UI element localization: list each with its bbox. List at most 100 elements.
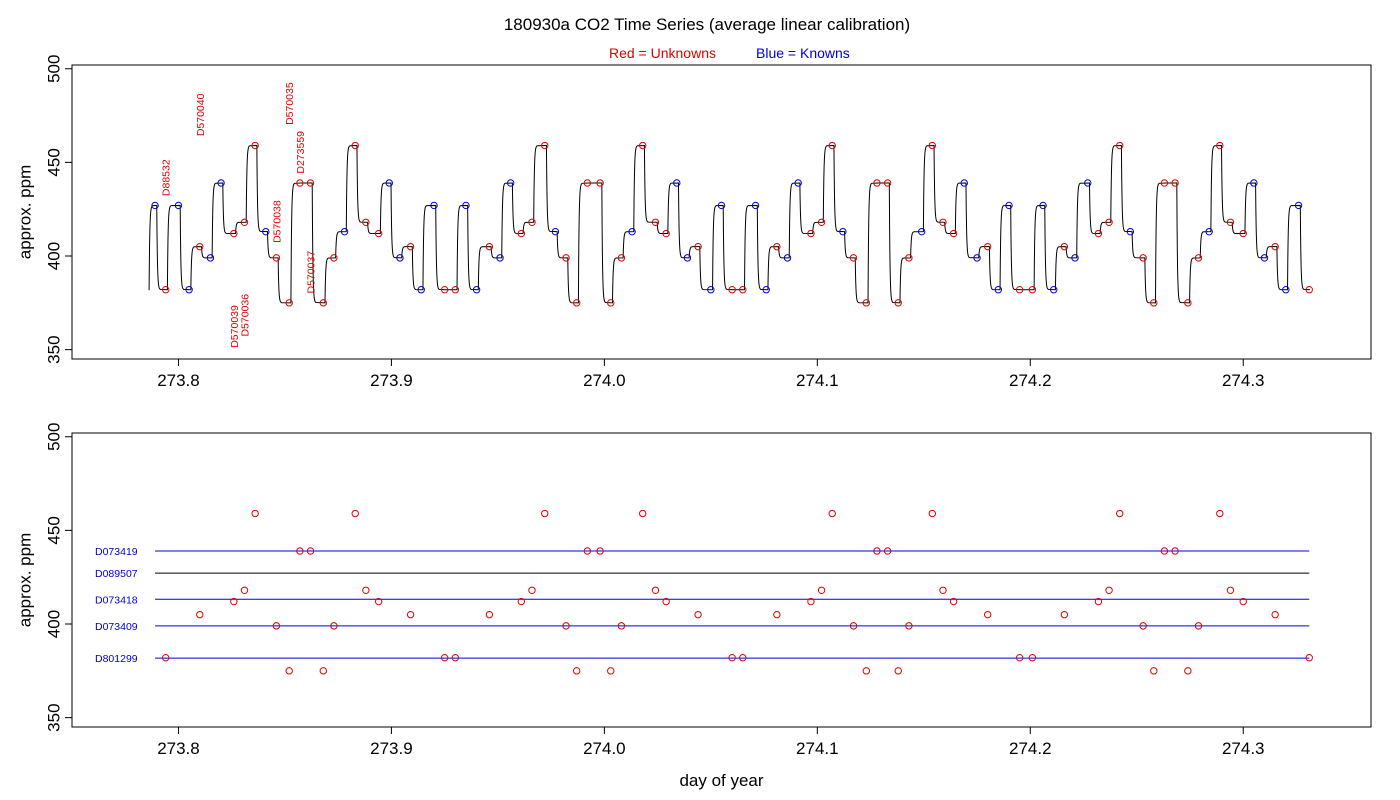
y-axis-label: approx. ppm xyxy=(16,165,35,260)
unknown-sample-point xyxy=(240,218,249,226)
y-tick-label: 400 xyxy=(45,610,64,638)
y-tick-label: 350 xyxy=(45,335,64,363)
known-sample-point xyxy=(206,254,215,262)
known-sample-point xyxy=(1282,286,1290,294)
known-sample-point xyxy=(717,201,726,210)
unknown-sample-point xyxy=(1239,597,1247,606)
y-axis-label: approx. ppm xyxy=(16,533,35,628)
unknown-sample-point xyxy=(651,218,660,226)
unknown-sample-point xyxy=(161,654,170,662)
unknown-sample-point xyxy=(319,299,327,307)
unknown-sample-point xyxy=(1150,667,1158,675)
known-sample-point xyxy=(262,227,270,236)
co2-trace-line xyxy=(148,145,1311,304)
unknown-sample-point xyxy=(1226,586,1235,594)
x-tick-label: 273.8 xyxy=(157,739,200,758)
unknown-sample-point xyxy=(374,229,383,238)
x-tick-label: 274.1 xyxy=(796,739,839,758)
unknown-sample-point xyxy=(873,547,881,555)
unknown-sample-point xyxy=(1028,654,1037,662)
unknown-sample-point xyxy=(485,610,494,619)
known-sample-point xyxy=(430,201,438,210)
unknown-sample-point xyxy=(1094,597,1103,606)
unknown-sample-point xyxy=(662,229,670,238)
unknown-sample-point xyxy=(528,218,536,226)
reference-line-label: D073418 xyxy=(95,594,138,606)
unknown-sample-point xyxy=(1184,299,1192,307)
known-sample-point xyxy=(217,179,225,187)
known-sample-point xyxy=(472,286,481,294)
unknown-sample-point xyxy=(362,218,370,226)
y-tick-label: 450 xyxy=(45,516,64,544)
unknown-sample-point xyxy=(285,667,293,675)
unknown-sample-point xyxy=(1216,509,1224,518)
sample-id-annotation: D570039 xyxy=(229,305,241,348)
known-sample-point xyxy=(628,227,636,236)
unknown-sample-point xyxy=(939,218,947,226)
unknown-sample-point xyxy=(351,509,359,518)
unknown-sample-point xyxy=(296,179,304,187)
unknown-sample-point xyxy=(773,242,781,251)
known-sample-point xyxy=(994,286,1003,294)
top-panel: 273.8 273.9 274.0 274.1 274.2 274.3 350 400 450 5… xyxy=(16,55,1372,390)
known-sample-point xyxy=(1039,201,1047,210)
known-sample-point xyxy=(385,179,393,187)
y-tick-label: 400 xyxy=(45,242,64,270)
unknown-sample-point xyxy=(905,622,913,630)
known-sample-point xyxy=(506,179,515,187)
unknown-sample-point xyxy=(1184,667,1192,675)
known-sample-point xyxy=(1250,179,1258,187)
unknown-sample-point xyxy=(1239,229,1247,238)
unknown-sample-point xyxy=(362,586,370,594)
unknown-sample-point xyxy=(1226,218,1235,226)
unknown-sample-point xyxy=(1060,242,1069,251)
unknown-sample-point xyxy=(306,179,315,187)
unknown-sample-point xyxy=(639,509,647,518)
unknown-sample-point xyxy=(617,622,626,630)
sample-id-annotation: D88532 xyxy=(161,159,173,196)
unknown-sample-point xyxy=(517,229,526,238)
unknown-sample-point xyxy=(1116,509,1124,518)
unknown-sample-point xyxy=(272,622,281,630)
unknown-sample-point xyxy=(374,597,383,606)
unknown-sample-point xyxy=(894,299,902,307)
unknown-sample-point xyxy=(451,286,460,294)
x-tick-label: 273.8 xyxy=(157,371,200,390)
unknown-sample-point xyxy=(639,141,647,150)
unknown-sample-point xyxy=(572,299,581,307)
unknown-sample-point xyxy=(1094,229,1103,238)
unknown-sample-point xyxy=(1105,586,1113,594)
reference-line-label: D801299 xyxy=(95,653,138,665)
unknown-sample-point xyxy=(541,141,549,150)
known-sample-point xyxy=(417,286,425,294)
chart-title: 180930a CO2 Time Series (average linear … xyxy=(504,15,910,34)
known-sample-point xyxy=(185,286,193,294)
unknown-sample-point xyxy=(440,286,449,294)
bottom-panel: 273.8 273.9 274.0 274.1 274.2 274.3 350 400 450 5… xyxy=(16,423,1372,790)
unknown-sample-point xyxy=(1139,622,1147,630)
sample-id-annotation: D570038 xyxy=(271,200,283,243)
unknown-sample-point xyxy=(828,509,836,518)
unknown-sample-point xyxy=(817,586,826,594)
unknown-sample-point xyxy=(1271,610,1279,619)
unknown-sample-point xyxy=(1160,179,1169,187)
x-tick-label: 273.9 xyxy=(370,371,413,390)
unknown-sample-point xyxy=(949,597,958,606)
unknown-sample-point xyxy=(849,622,858,630)
legend-unknowns: Red = Unknowns xyxy=(609,45,716,61)
unknown-sample-point xyxy=(161,286,170,294)
unknown-sample-point xyxy=(849,254,858,262)
known-sample-point xyxy=(174,201,183,210)
known-sample-point xyxy=(1260,254,1269,262)
unknown-sample-point xyxy=(272,254,281,262)
unknown-sample-point xyxy=(607,299,615,307)
known-sample-point xyxy=(396,254,404,262)
legend-knowns: Blue = Knowns xyxy=(756,45,850,61)
known-sample-point xyxy=(751,201,760,210)
unknown-sample-point xyxy=(517,597,526,606)
known-sample-point xyxy=(1084,179,1092,187)
unknown-sample-point xyxy=(1060,610,1069,619)
unknown-sample-point xyxy=(541,509,549,518)
unknown-sample-point xyxy=(1194,622,1203,630)
